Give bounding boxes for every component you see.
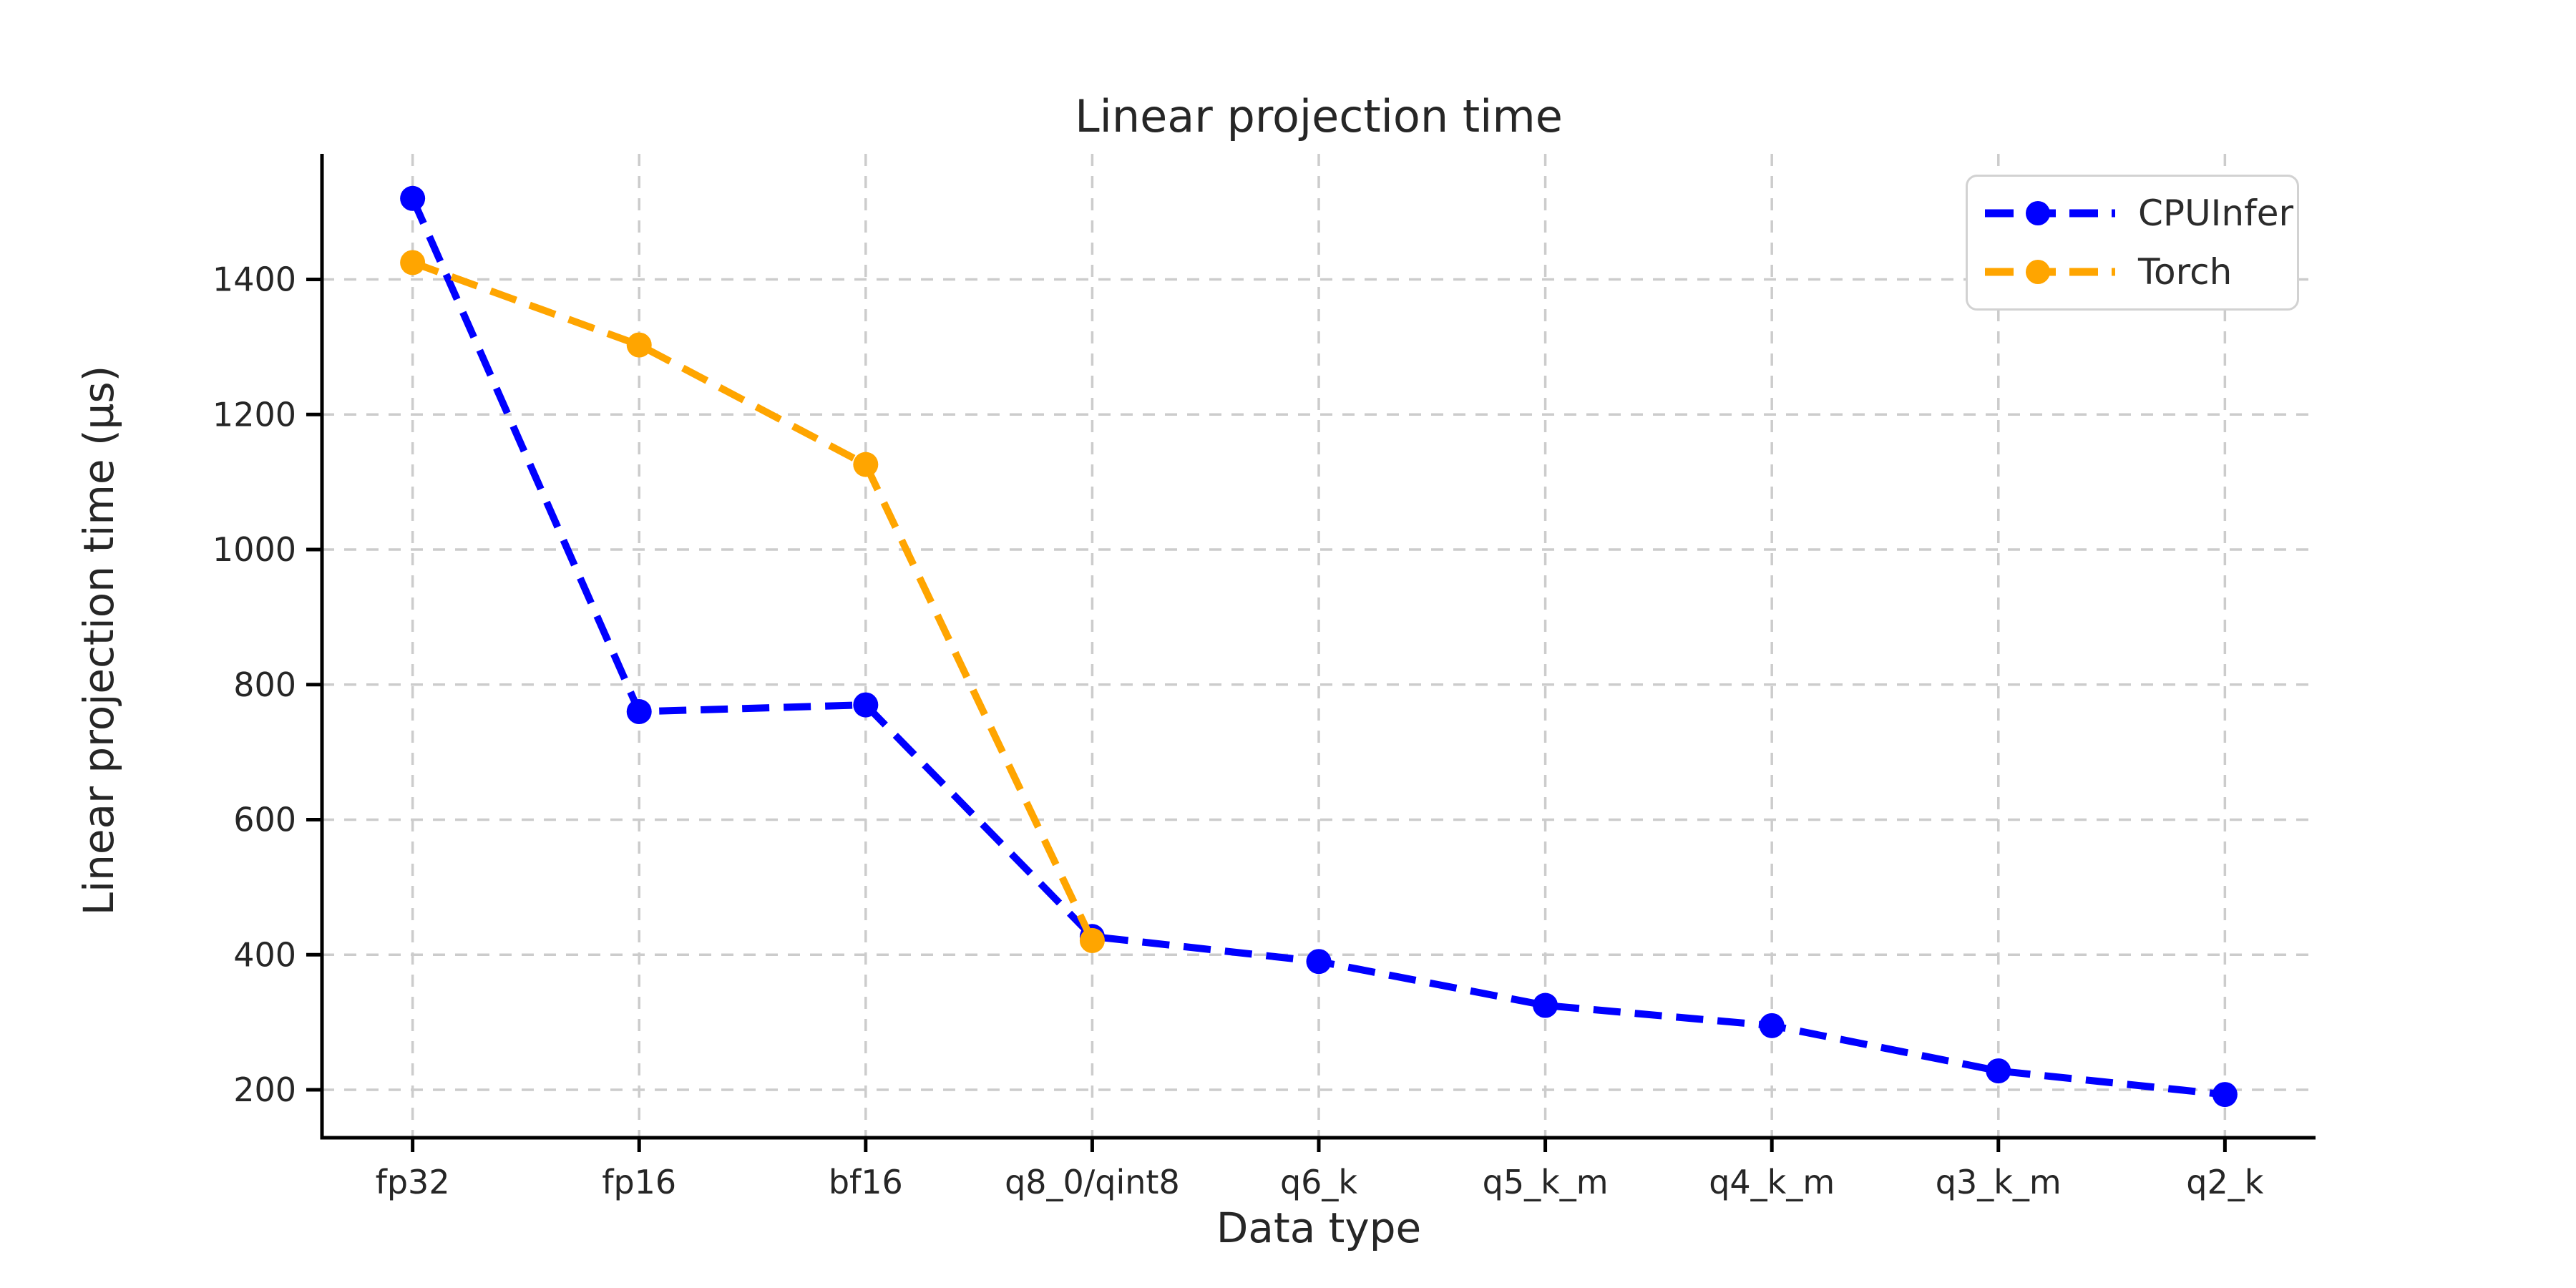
legend-label-cpuinfer: CPUInfer [2138,192,2294,234]
x-tick-label: q6_k [1280,1163,1357,1201]
legend-item-torch: Torch [1982,251,2283,293]
legend: CPUInfer Torch [1966,175,2299,311]
y-tick-label: 1000 [213,530,296,569]
y-tick-label: 800 [233,665,296,704]
x-tick-label: q8_0/qint8 [1005,1163,1180,1201]
cpuinfer-marker [2212,1082,2238,1108]
cpuinfer-marker [1306,949,1332,975]
x-gridlines [411,154,2227,1138]
y-tick-label: 600 [233,801,296,839]
x-tick-label: fp16 [602,1163,676,1201]
legend-label-torch: Torch [2138,251,2233,293]
y-ticks: 200 400 600 800 1000 1200 1400 [213,260,322,1109]
x-tick-label: q5_k_m [1483,1163,1609,1201]
x-ticks: fp32 fp16 bf16 q8_0/qint8 q6_k q5_k_m q4_k_m q3… [376,1138,2264,1201]
torch-marker [626,332,652,358]
torch-marker [1079,927,1105,953]
x-tick-label: fp32 [376,1163,450,1201]
cpuinfer-marker [400,185,426,211]
y-tick-label: 200 [233,1070,296,1109]
y-tick-label: 1200 [213,395,296,434]
x-tick-label: q4_k_m [1709,1163,1835,1201]
cpuinfer-marker [1533,992,1558,1018]
chart-title: Linear projection time [1075,90,1563,142]
x-tick-label: q2_k [2186,1163,2263,1201]
torch-markers [400,250,1105,953]
x-tick-label: q3_k_m [1936,1163,2062,1201]
cpuinfer-marker [853,692,879,718]
torch-path [411,259,1096,942]
torch-line [411,259,1096,942]
cpuinfer-marker [1986,1058,2011,1084]
cpuinfer-marker [626,699,652,725]
x-axis-label: Data type [1216,1204,1422,1252]
torch-marker [400,250,426,275]
y-axis-label: Linear projection time (µs) [74,365,123,916]
cpuinfer-marker [1759,1013,1785,1038]
legend-line-sample-torch [1985,260,2115,284]
legend-item-cpuinfer: CPUInfer [1982,192,2293,234]
legend-line-sample-cpuinfer [1985,201,2115,225]
y-tick-label: 400 [233,935,296,974]
x-tick-label: bf16 [829,1163,903,1201]
y-tick-label: 1400 [213,260,296,299]
torch-marker [853,452,879,477]
